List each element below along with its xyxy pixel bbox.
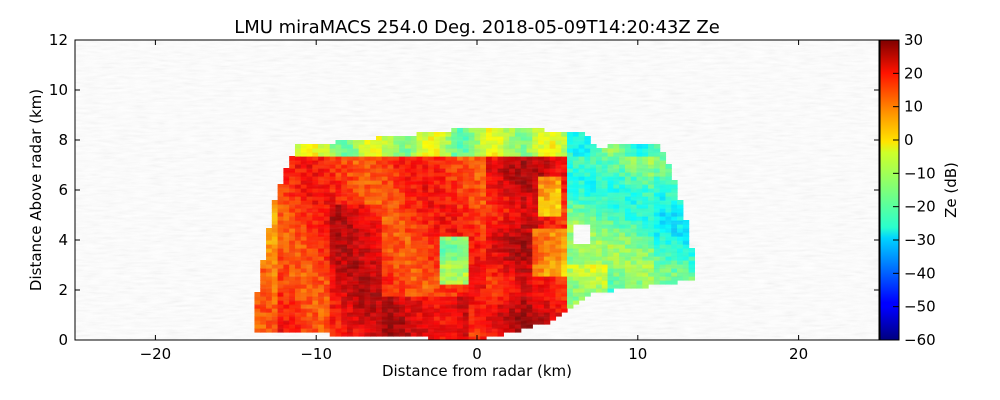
colorbar-ticks: 30 20 10 0 −10 −20 −30 −40 −50 −60 xyxy=(893,31,936,349)
x-tick-label: 10 xyxy=(628,345,647,363)
y-tick-label: 4 xyxy=(58,231,68,249)
x-tick-label: −20 xyxy=(140,345,172,363)
colorbar-tick-label: −40 xyxy=(904,264,936,282)
y-tick-label: 6 xyxy=(58,181,68,199)
y-tick-label: 10 xyxy=(49,81,68,99)
y-tick-label: 0 xyxy=(58,331,68,349)
x-axis-ticks: −20 −10 0 10 20 xyxy=(140,40,808,363)
colorbar-tick-label: −60 xyxy=(904,331,936,349)
x-tick-label: −10 xyxy=(300,345,332,363)
y-tick-label: 8 xyxy=(58,131,68,149)
colorbar-tick-label: −50 xyxy=(904,298,936,316)
chart-title: LMU miraMACS 254.0 Deg. 2018-05-09T14:20… xyxy=(234,17,720,38)
reflectivity-field xyxy=(75,40,879,340)
texture-overlay xyxy=(75,40,879,340)
colorbar-tick-label: −20 xyxy=(904,198,936,216)
colorbar-label: Ze (dB) xyxy=(942,162,960,218)
colorbar: 30 20 10 0 −10 −20 −30 −40 −50 −60 Ze (dB) xyxy=(879,31,960,349)
colorbar-gradient xyxy=(879,39,900,341)
y-tick-label: 12 xyxy=(49,31,68,49)
colorbar-tick-label: −30 xyxy=(904,231,936,249)
colorbar-tick-label: −10 xyxy=(904,164,936,182)
x-axis-label: Distance from radar (km) xyxy=(382,362,572,380)
colorbar-tick-label: 0 xyxy=(904,131,914,149)
x-tick-label: 0 xyxy=(472,345,482,363)
y-axis-label: Distance Above radar (km) xyxy=(27,89,45,291)
colorbar-tick-label: 10 xyxy=(904,98,923,116)
colorbar-tick-label: 20 xyxy=(904,64,923,82)
plot-area xyxy=(74,39,880,341)
y-axis-ticks: 0 2 4 6 8 10 12 xyxy=(49,31,879,349)
colorbar-tick-label: 30 xyxy=(904,31,923,49)
y-tick-label: 2 xyxy=(58,281,68,299)
x-tick-label: 20 xyxy=(789,345,808,363)
